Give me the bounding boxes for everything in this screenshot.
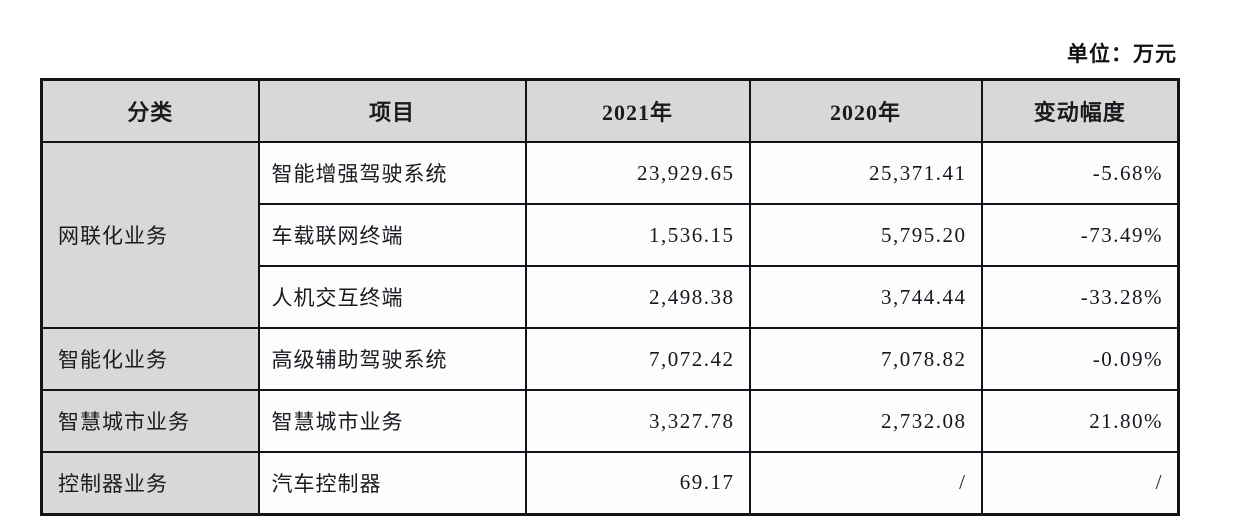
value-2021-cell: 23,929.65 [524, 141, 751, 205]
value-2021-cell: 1,536.15 [524, 203, 751, 267]
category-cell-connected-business: 网联化业务 [40, 141, 260, 329]
project-cell: 智能增强驾驶系统 [257, 141, 527, 205]
change-cell: 21.80% [980, 389, 1180, 453]
header-year-2021: 2021年 [524, 78, 751, 143]
category-cell-intelligent-business: 智能化业务 [40, 327, 260, 391]
project-cell: 汽车控制器 [257, 451, 527, 515]
header-project: 项目 [257, 78, 527, 143]
table-row: 网联化业务 智能增强驾驶系统 23,929.65 25,371.41 -5.68… [40, 141, 1180, 329]
value-2021-cell: 69.17 [524, 451, 751, 515]
table-row: 智慧城市业务 智慧城市业务 3,327.78 2,732.08 21.80% [40, 389, 1180, 453]
change-cell: -33.28% [980, 265, 1180, 329]
value-2020-cell: 25,371.41 [748, 141, 983, 205]
value-2020-cell: 7,078.82 [748, 327, 983, 391]
header-category: 分类 [40, 78, 260, 143]
table-row: 控制器业务 汽车控制器 69.17 / / [40, 451, 1180, 515]
table-row: 智能化业务 高级辅助驾驶系统 7,072.42 7,078.82 -0.09% [40, 327, 1180, 391]
category-cell-smart-city-business: 智慧城市业务 [40, 389, 260, 453]
value-2021-cell: 2,498.38 [524, 265, 751, 329]
change-cell: -73.49% [980, 203, 1180, 267]
value-2020-cell: 3,744.44 [748, 265, 983, 329]
table-header-row: 分类 项目 2021年 2020年 变动幅度 [40, 78, 1180, 143]
value-2020-cell: 5,795.20 [748, 203, 983, 267]
table-row: 车载联网终端 1,536.15 5,795.20 -73.49% [42, 203, 1180, 267]
project-cell: 高级辅助驾驶系统 [257, 327, 527, 391]
unit-label: 单位：万元 [1067, 42, 1177, 66]
table-row: 人机交互终端 2,498.38 3,744.44 -33.28% [42, 265, 1180, 329]
project-cell: 人机交互终端 [257, 265, 527, 329]
project-cell: 智慧城市业务 [257, 389, 527, 453]
value-2020-cell: 2,732.08 [748, 389, 983, 453]
category-cell-controller-business: 控制器业务 [40, 451, 260, 515]
revenue-breakdown-table: 分类 项目 2021年 2020年 变动幅度 网联化业务 智能增强驾驶系统 23… [40, 78, 1180, 516]
header-change-rate: 变动幅度 [980, 78, 1180, 143]
project-cell: 车载联网终端 [257, 203, 527, 267]
value-2020-cell: / [748, 451, 983, 515]
change-cell: -5.68% [980, 141, 1180, 205]
change-cell: / [980, 451, 1180, 515]
value-2021-cell: 3,327.78 [524, 389, 751, 453]
change-cell: -0.09% [980, 327, 1180, 391]
value-2021-cell: 7,072.42 [524, 327, 751, 391]
header-year-2020: 2020年 [748, 78, 983, 143]
